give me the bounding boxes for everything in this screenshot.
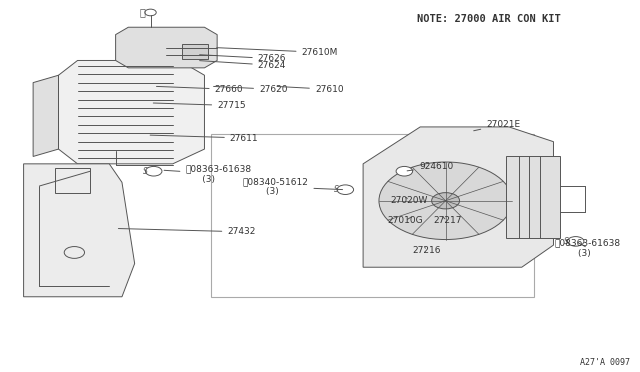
Text: 27715: 27715 [154,101,246,110]
Bar [55,167,90,193]
Text: S: S [334,185,339,194]
Text: S: S [564,237,569,246]
Text: 27660: 27660 [156,85,243,94]
Polygon shape [24,164,134,297]
Text: NOTE: 27000 AIR CON KIT: NOTE: 27000 AIR CON KIT [417,14,561,24]
Text: 924610: 924610 [407,162,453,171]
Text: Ⓝ: Ⓝ [140,7,145,17]
Circle shape [145,9,156,16]
Text: S: S [143,167,148,176]
Text: 27624: 27624 [200,61,286,70]
Bar [506,157,560,238]
Text: Ⓝ08340-51612
        (3): Ⓝ08340-51612 (3) [243,177,342,196]
Polygon shape [58,61,204,164]
Text: 27217: 27217 [433,216,461,225]
Bar [182,44,207,59]
Text: 27610M: 27610M [217,48,338,57]
Polygon shape [363,127,554,267]
Polygon shape [116,27,217,68]
Text: 27010G: 27010G [387,216,423,225]
Text: 27020W: 27020W [390,196,428,205]
Text: 27432: 27432 [118,227,255,236]
Text: A27'A 0097: A27'A 0097 [580,358,630,367]
Polygon shape [33,75,58,157]
Circle shape [431,193,460,209]
Text: 27610: 27610 [277,85,344,94]
Bar [211,134,534,297]
Text: Ⓝ08363-61638
      (3): Ⓝ08363-61638 (3) [164,164,252,183]
Circle shape [568,237,584,246]
Text: 27216: 27216 [413,246,441,255]
Text: Ⓝ08363-61638
        (3): Ⓝ08363-61638 (3) [555,238,621,258]
Circle shape [379,162,512,240]
Text: 27021E: 27021E [474,120,520,131]
Circle shape [396,166,413,176]
Text: 27620: 27620 [214,85,287,94]
Text: 27611: 27611 [150,134,259,142]
Circle shape [337,185,353,195]
Circle shape [145,166,162,176]
Text: 27626: 27626 [200,54,286,63]
